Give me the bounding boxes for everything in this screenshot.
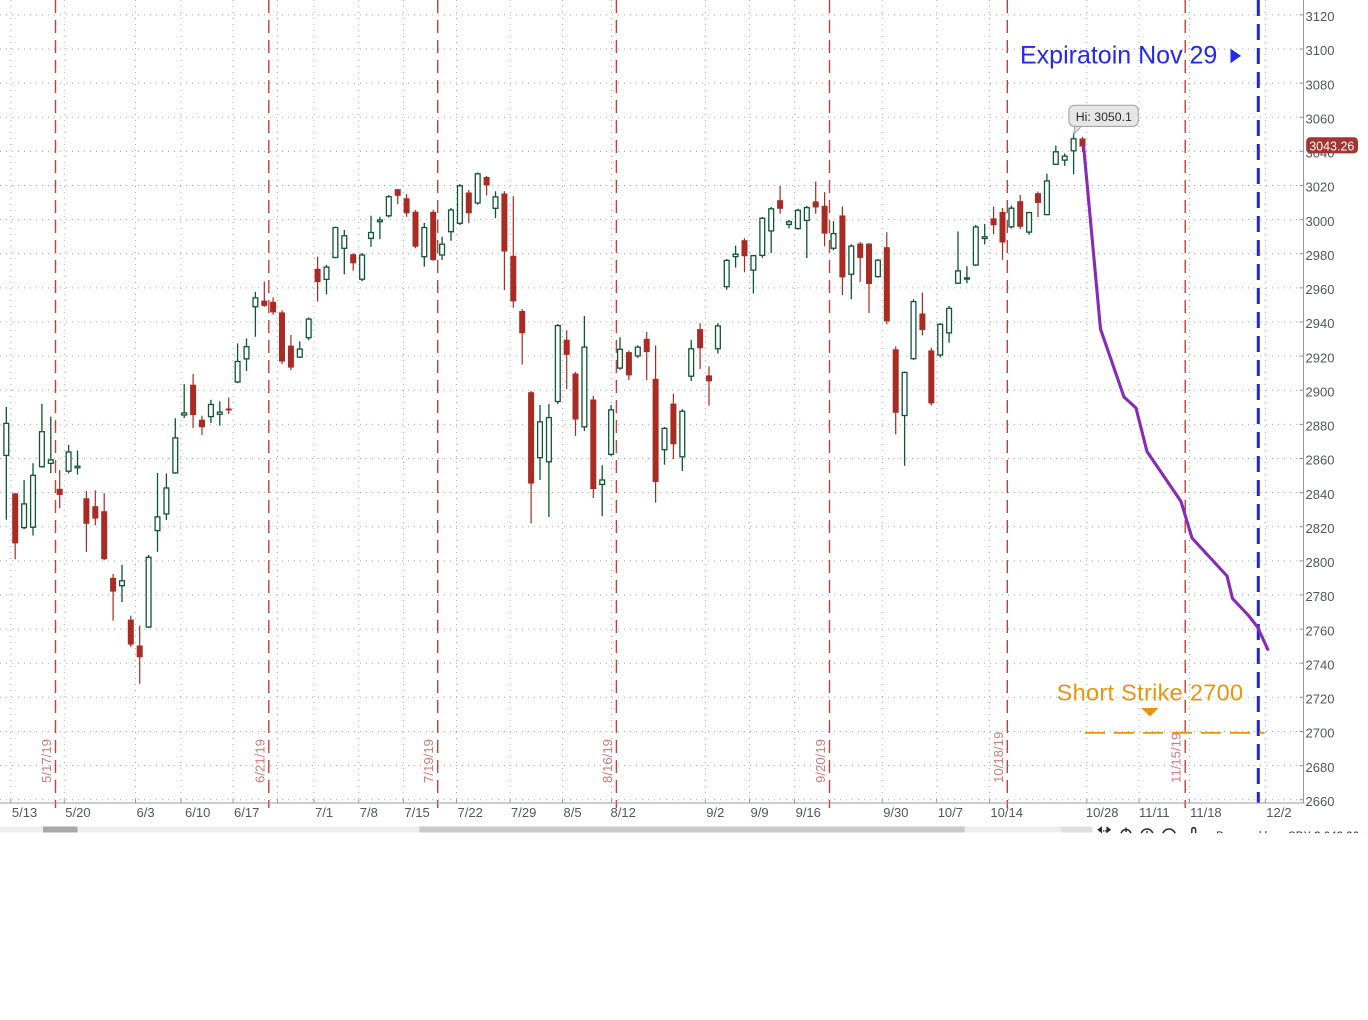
svg-text:2920: 2920	[1306, 350, 1335, 365]
svg-text:2860: 2860	[1306, 453, 1335, 468]
svg-text:2760: 2760	[1306, 623, 1335, 638]
svg-text:8/16/19: 8/16/19	[600, 739, 615, 783]
svg-text:7/1: 7/1	[315, 805, 333, 820]
svg-text:12/2: 12/2	[1266, 805, 1291, 820]
svg-text:9/20/19: 9/20/19	[813, 739, 828, 783]
svg-text:7/22: 7/22	[458, 805, 483, 820]
svg-text:10/18/19: 10/18/19	[991, 732, 1006, 783]
svg-text:8/5: 8/5	[564, 805, 582, 820]
svg-text:5/17/19: 5/17/19	[39, 739, 54, 783]
svg-text:3080: 3080	[1306, 77, 1335, 92]
svg-text:2680: 2680	[1306, 760, 1335, 775]
svg-text:9/2: 9/2	[706, 805, 724, 820]
svg-text:11/11: 11/11	[1139, 805, 1170, 820]
svg-text:3000: 3000	[1306, 214, 1335, 229]
svg-text:2660: 2660	[1306, 794, 1335, 809]
svg-text:3120: 3120	[1306, 9, 1335, 24]
svg-text:2780: 2780	[1306, 589, 1335, 604]
svg-text:2960: 2960	[1306, 282, 1335, 297]
svg-text:2740: 2740	[1306, 657, 1335, 672]
svg-text:6/3: 6/3	[137, 805, 155, 820]
svg-text:2800: 2800	[1306, 555, 1335, 570]
svg-text:3020: 3020	[1306, 180, 1335, 195]
svg-text:6/10: 6/10	[185, 805, 210, 820]
svg-text:3043.26: 3043.26	[1309, 139, 1354, 153]
svg-text:3100: 3100	[1306, 43, 1335, 58]
svg-text:6/17: 6/17	[234, 805, 259, 820]
svg-text:2980: 2980	[1306, 248, 1335, 263]
svg-text:Short Strike 2700: Short Strike 2700	[1057, 680, 1244, 706]
svg-text:2880: 2880	[1306, 419, 1335, 434]
svg-text:10/7: 10/7	[938, 805, 963, 820]
svg-text:2720: 2720	[1306, 692, 1335, 707]
svg-text:8/12: 8/12	[611, 805, 636, 820]
svg-text:6/21/19: 6/21/19	[252, 739, 267, 783]
svg-text:Expiratoin Nov 29: Expiratoin Nov 29	[1020, 42, 1217, 70]
svg-text:7/15: 7/15	[404, 805, 429, 820]
svg-text:5/13: 5/13	[12, 805, 37, 820]
svg-text:7/8: 7/8	[360, 805, 378, 820]
svg-text:9/16: 9/16	[796, 805, 821, 820]
svg-text:11/18: 11/18	[1190, 805, 1222, 820]
svg-text:7/29: 7/29	[511, 805, 536, 820]
svg-text:9/30: 9/30	[883, 805, 908, 820]
svg-text:5/20: 5/20	[65, 805, 90, 820]
svg-text:Hi: 3050.1: Hi: 3050.1	[1076, 110, 1132, 124]
svg-text:2820: 2820	[1306, 521, 1335, 536]
svg-text:10/28: 10/28	[1086, 805, 1119, 820]
svg-text:2900: 2900	[1306, 384, 1335, 399]
svg-text:11/15/19: 11/15/19	[1169, 733, 1184, 783]
svg-text:2940: 2940	[1306, 316, 1335, 331]
svg-text:7/19/19: 7/19/19	[421, 739, 436, 783]
svg-text:10/14: 10/14	[990, 805, 1023, 820]
svg-text:3060: 3060	[1306, 112, 1335, 127]
svg-text:2840: 2840	[1306, 487, 1335, 502]
svg-text:9/9: 9/9	[751, 805, 769, 820]
svg-text:2700: 2700	[1306, 726, 1335, 741]
